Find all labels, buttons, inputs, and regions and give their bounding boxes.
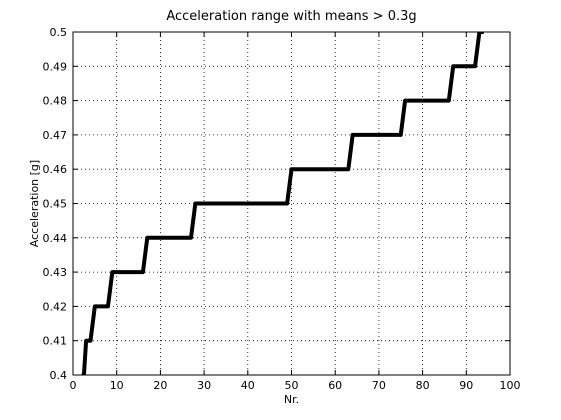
series-layer [81,32,484,375]
x-tick-label: 20 [153,379,167,392]
y-tick-label: 0.43 [43,266,68,279]
series-line-0 [81,32,484,375]
x-tick-label: 80 [416,379,430,392]
x-tick-label: 100 [500,379,521,392]
x-tick-label: 90 [459,379,473,392]
x-tick-label: 60 [328,379,342,392]
y-tick-label: 0.46 [43,163,68,176]
y-tick-label: 0.49 [43,60,68,73]
y-tick-label: 0.42 [43,300,68,313]
axis-ticks [72,31,511,376]
x-tick-label: 70 [372,379,386,392]
x-tick-label: 10 [110,379,124,392]
x-tick-labels: 0 10 20 30 40 50 60 70 80 90 100 [70,379,521,392]
x-tick-label: 50 [285,379,299,392]
x-tick-label: 0 [70,379,77,392]
y-tick-label: 0.48 [43,95,68,108]
y-tick-label: 0.5 [50,26,68,39]
y-tick-label: 0.4 [50,369,68,382]
x-tick-label: 40 [241,379,255,392]
x-axis-label: Nr. [284,393,299,406]
grid-lines [73,32,510,375]
x-tick-label: 30 [197,379,211,392]
chart-title: Acceleration range with means > 0.3g [166,9,416,24]
y-tick-labels: 0.4 0.41 0.42 0.43 0.44 0.45 0.46 0.47 0.48 0.49 0… [43,26,68,382]
y-tick-label: 0.47 [43,129,68,142]
y-axis-label: Acceleration [g] [28,160,41,247]
y-tick-label: 0.44 [43,232,68,245]
y-tick-label: 0.45 [43,198,68,211]
plot-frame [72,31,511,376]
y-tick-label: 0.41 [43,335,68,348]
